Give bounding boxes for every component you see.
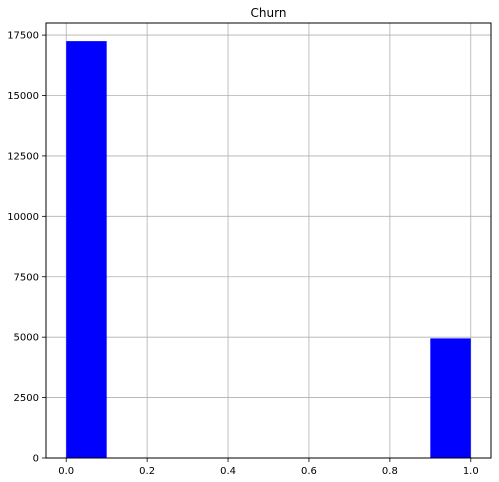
- y-tick-label: 15000: [7, 91, 39, 102]
- x-axis-ticks: 0.0 0.2 0.4 0.6 0.8 1.0: [58, 458, 479, 477]
- y-tick-label: 12500: [7, 151, 39, 162]
- y-axis-ticks: 0 2500 5000 7500 10000 12500 15000 17500: [7, 31, 46, 465]
- chart-title: Churn: [251, 6, 287, 20]
- y-tick-label: 5000: [14, 333, 39, 344]
- y-tick-label: 10000: [7, 212, 39, 223]
- y-tick-label: 2500: [14, 393, 39, 404]
- plot-frame: [45, 22, 492, 459]
- x-tick-label: 0.6: [301, 466, 317, 477]
- x-tick-label: 0.4: [220, 466, 236, 477]
- x-tick-label: 0.2: [139, 466, 155, 477]
- grid-lines: [46, 23, 491, 459]
- x-tick-label: 0.8: [382, 466, 398, 477]
- y-tick-label: 17500: [7, 31, 39, 42]
- histogram-bar: [430, 338, 471, 458]
- histogram-bars: [66, 41, 471, 458]
- x-tick-label: 1.0: [463, 466, 479, 477]
- x-tick-label: 0.0: [58, 466, 74, 477]
- y-tick-label: 0: [33, 454, 39, 465]
- y-tick-label: 7500: [14, 272, 39, 283]
- histogram-bar: [66, 41, 107, 458]
